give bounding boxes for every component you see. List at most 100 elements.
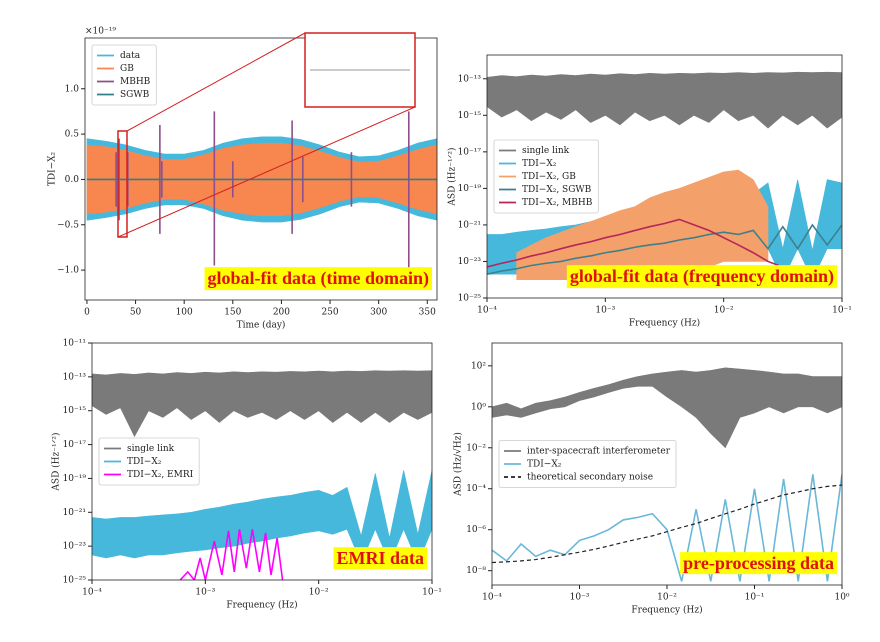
- axes-frame: [486, 54, 843, 299]
- x-tick-label: 10⁻²: [714, 306, 734, 316]
- legend-box: [498, 440, 677, 488]
- band: [92, 370, 432, 438]
- y-tick-label: 10⁻¹⁷: [63, 440, 87, 450]
- y-tick-label: 10⁰: [471, 402, 486, 412]
- x-tick-label: 10⁻²: [309, 588, 329, 598]
- x-tick-label: 10⁻¹: [745, 593, 765, 603]
- y-tick-label: 0.0: [65, 175, 80, 185]
- y-tick-label: −0.5: [57, 220, 79, 230]
- y-tick-label: 10⁻⁶: [466, 525, 486, 535]
- x-tick-label: 10⁻⁴: [82, 588, 102, 598]
- legend: data GB MBHB SGWB: [91, 44, 157, 106]
- annotation-text: global-fit data (frequency domain): [570, 266, 834, 287]
- legend: inter-spacecraft interferometer TDI−X₂ the…: [498, 440, 677, 488]
- band: [492, 367, 842, 449]
- legend-label: TDI−X₂, EMRI: [127, 470, 194, 480]
- legend-label: TDI−X₂: [127, 457, 162, 467]
- y-axis-label: ASD (Hz⁻¹ᐟ²): [447, 147, 458, 206]
- x-tick-label: 10⁻⁴: [482, 593, 502, 603]
- annotation: EMRI data: [333, 547, 427, 570]
- y-tick-label: 10⁻⁴: [466, 484, 486, 494]
- y-tick-label: 10⁻¹⁵: [458, 111, 482, 121]
- series-line: [492, 484, 842, 564]
- panel: 0 50 100 150 200 250 300 350 −1.0 −0.5 0.0 0.5 1.0 Ti…: [48, 27, 438, 331]
- legend-box: [493, 139, 599, 214]
- y-tick-label: 10⁻²: [466, 443, 486, 453]
- series-line: [487, 223, 842, 276]
- x-tick-label: 150: [224, 308, 241, 318]
- legend-label: data: [120, 51, 141, 61]
- annotation-bg: [680, 552, 837, 575]
- y-tick-label: 10⁻¹⁷: [458, 147, 482, 157]
- legend-label: TDI−X₂: [522, 159, 557, 169]
- legend-label: TDI−X₂, MBHB: [522, 198, 593, 208]
- x-tick-label: 10⁻⁴: [477, 306, 497, 316]
- annotation-bg: [566, 265, 837, 289]
- annotation-bg: [333, 547, 427, 570]
- plots: 0 50 100 150 200 250 300 350 −1.0 −0.5 0.0 0.5 1.0 Ti…: [48, 27, 852, 616]
- legend-label: MBHB: [120, 77, 151, 87]
- legend-label: GB: [120, 64, 134, 74]
- annotation-text: EMRI data: [336, 548, 424, 568]
- y-tick-label: 10⁻²⁵: [63, 576, 87, 586]
- legend: single link TDI−X₂ TDI−X₂, GB TDI−X₂, SGWB T…: [493, 139, 599, 214]
- x-tick-label: 10⁻²: [657, 593, 677, 603]
- legend: single link TDI−X₂ TDI−X₂, EMRI: [98, 437, 200, 486]
- zoom-region: [117, 130, 128, 238]
- panel: 10⁻⁴ 10⁻³ 10⁻² 10⁻¹ 10⁰ 10⁻⁸ 10⁻⁶ 10⁻⁴ 10⁻² 10⁰ 10…: [453, 342, 850, 616]
- y-tick-label: 10⁻²³: [63, 542, 87, 552]
- axes-frame: [91, 342, 433, 581]
- plot-area: [86, 111, 437, 275]
- y-tick-label: 10⁻¹⁹: [63, 474, 87, 484]
- zoom-inset: [117, 32, 416, 238]
- legend-box: [91, 44, 157, 106]
- y-tick-label: 10⁻⁸: [466, 566, 486, 576]
- legend-label: theoretical secondary noise: [527, 473, 653, 483]
- x-axis-label: Frequency (Hz): [631, 605, 702, 616]
- y-tick-label: 10⁻¹¹: [63, 339, 86, 349]
- series-line: [487, 218, 813, 281]
- annotation: global-fit data (time domain): [204, 267, 433, 291]
- y-tick-label: −1.0: [57, 266, 79, 276]
- legend-label: SGWB: [120, 90, 150, 100]
- y-tick-label: 1.0: [65, 84, 80, 94]
- x-tick-label: 250: [321, 308, 338, 318]
- legend-label: single link: [522, 146, 570, 156]
- y-tick-label: 0.5: [65, 130, 80, 140]
- y-axis-label: ASD (Hz⁻¹ᐟ²): [51, 432, 62, 491]
- y-tick-label: 10⁻¹⁵: [63, 406, 87, 416]
- y-tick-label: 10⁻¹³: [63, 372, 87, 382]
- x-tick-label: 10⁻³: [570, 593, 590, 603]
- x-tick-label: 100: [176, 308, 193, 318]
- panel: 10⁻⁴ 10⁻³ 10⁻² 10⁻¹ 10⁻²⁵ 10⁻²³ 10⁻²¹ 10⁻¹⁹ 10⁻¹…: [447, 54, 852, 329]
- y-tick-label: 10⁻²⁵: [458, 294, 482, 304]
- annotation: pre-processing data: [680, 552, 837, 575]
- x-axis-label: Frequency (Hz): [226, 600, 297, 611]
- legend-label: single link: [127, 444, 175, 454]
- y-tick-label: 10⁻²³: [458, 257, 482, 267]
- axis-offset: ×10⁻¹⁹: [85, 27, 116, 37]
- x-tick-label: 0: [84, 308, 90, 318]
- annotation-text: pre-processing data: [683, 553, 834, 573]
- x-axis-label: Frequency (Hz): [629, 318, 700, 329]
- x-tick-label: 200: [273, 308, 290, 318]
- x-tick-label: 10⁻³: [595, 306, 615, 316]
- annotation: global-fit data (frequency domain): [566, 265, 837, 289]
- x-axis-label: Time (day): [237, 320, 286, 331]
- y-tick-label: 10⁻²¹: [458, 220, 481, 230]
- x-tick-label: 50: [130, 308, 142, 318]
- annotation-bg: [204, 267, 433, 291]
- y-tick-label: 10⁻¹⁹: [458, 184, 482, 194]
- legend-box: [98, 437, 200, 486]
- panel: 10⁻⁴ 10⁻³ 10⁻² 10⁻¹ 10⁻²⁵ 10⁻²³ 10⁻²¹ 10⁻¹⁹ 10⁻¹…: [51, 339, 442, 611]
- legend-label: TDI−X₂, SGWB: [522, 185, 592, 195]
- x-tick-label: 350: [419, 308, 436, 318]
- band: [92, 470, 432, 564]
- x-tick-label: 10⁻¹: [422, 588, 442, 598]
- x-tick-label: 10⁰: [834, 593, 849, 603]
- legend-label: TDI−X₂, GB: [522, 172, 576, 182]
- y-tick-label: 10²: [471, 361, 486, 371]
- x-tick-label: 300: [370, 308, 387, 318]
- y-axis-label: TDI−X₂: [48, 151, 58, 186]
